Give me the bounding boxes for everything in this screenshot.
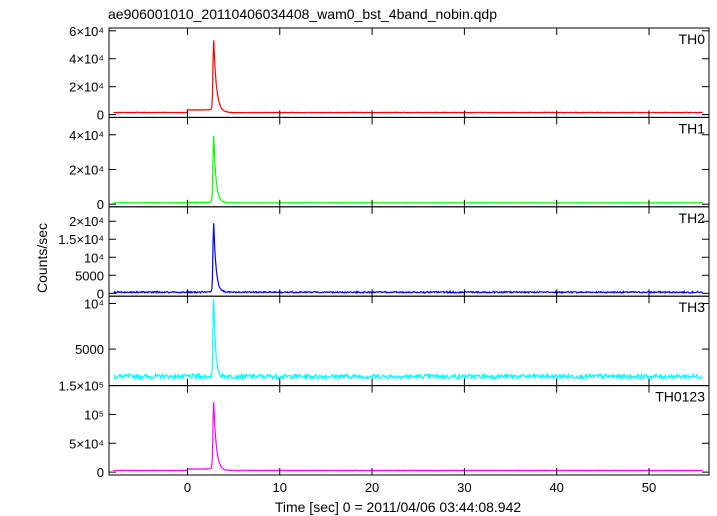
y-tick-label-th2: 2×10⁴: [69, 214, 104, 229]
series-label-th0: TH0: [679, 31, 706, 47]
y-tick-label-th2: 10⁴: [84, 250, 104, 265]
series-line-th2: [113, 223, 703, 295]
y-tick-label-th1: 4×10⁴: [69, 128, 104, 143]
series-line-th3: [113, 298, 703, 382]
y-tick-label-th0123: 10⁵: [84, 407, 104, 422]
series-label-th0123: TH0123: [655, 389, 705, 405]
series-line-th1: [113, 136, 703, 204]
x-tick-label: 30: [457, 480, 471, 495]
panels: TH002×10⁴4×10⁴6×10⁴TH102×10⁴4×10⁴TH20500…: [58, 24, 710, 495]
x-tick-label: 10: [273, 480, 287, 495]
panel-frame-th3: [108, 295, 710, 387]
y-tick-label-th1: 2×10⁴: [69, 162, 104, 177]
panel-th0: TH0 0 2×10⁴ 4×10⁴ 6×10⁴: [69, 24, 710, 123]
y-tick-label-th3: 10⁴: [84, 296, 104, 311]
y-tick-label-th0123: 0: [97, 465, 104, 480]
y-tick-label-th2: 0: [97, 286, 104, 301]
y-tick-label-th3: 5000: [75, 342, 104, 357]
panel-frame-th0: [108, 27, 710, 118]
panel-frame-th2: [108, 206, 710, 297]
y-tick-label-th0123: 5×10⁴: [69, 436, 104, 451]
x-tick-label: 40: [549, 480, 563, 495]
chart-title: ae906001010_20110406034408_wam0_bst_4ban…: [108, 6, 497, 22]
series-line-th0: [113, 40, 703, 114]
y-tick-label-th0123: 1.5×10⁵: [58, 379, 104, 394]
x-tick-label: 50: [642, 480, 656, 495]
y-tick-label-th2: 1.5×10⁴: [58, 232, 104, 247]
series-label-th1: TH1: [679, 120, 706, 136]
series-label-th3: TH3: [679, 299, 706, 315]
series-line-th0123: [113, 401, 703, 472]
y-tick-label-th0: 0: [97, 108, 104, 123]
y-tick-label-th0: 2×10⁴: [69, 80, 104, 95]
y-tick-label-th1: 0: [97, 197, 104, 212]
series-label-th2: TH2: [679, 210, 706, 226]
panel-th1: TH1 0 2×10⁴ 4×10⁴: [69, 116, 710, 212]
panel-frame-th0123: [108, 385, 710, 476]
y-tick-label-th2: 5000: [75, 268, 104, 283]
x-tick-label: 0: [184, 480, 191, 495]
panel-th0123: TH0123 0 5×10⁴ 10⁵ 1.5×10⁵: [58, 379, 710, 480]
y-tick-label-th0: 6×10⁴: [69, 24, 104, 39]
panel-frame-th1: [108, 116, 710, 208]
y-axis-label: Counts/sec: [34, 223, 50, 293]
y-tick-label-th0: 4×10⁴: [69, 52, 104, 67]
panel-th2: TH2 0 5000 10⁴ 1.5×10⁴ 2×10⁴: [58, 206, 710, 301]
x-axis-label: Time [sec] 0 = 2011/04/06 03:44:08.942: [275, 499, 522, 515]
panel-th3: TH3 5000 10⁴: [75, 295, 710, 387]
x-tick-label: 20: [365, 480, 379, 495]
